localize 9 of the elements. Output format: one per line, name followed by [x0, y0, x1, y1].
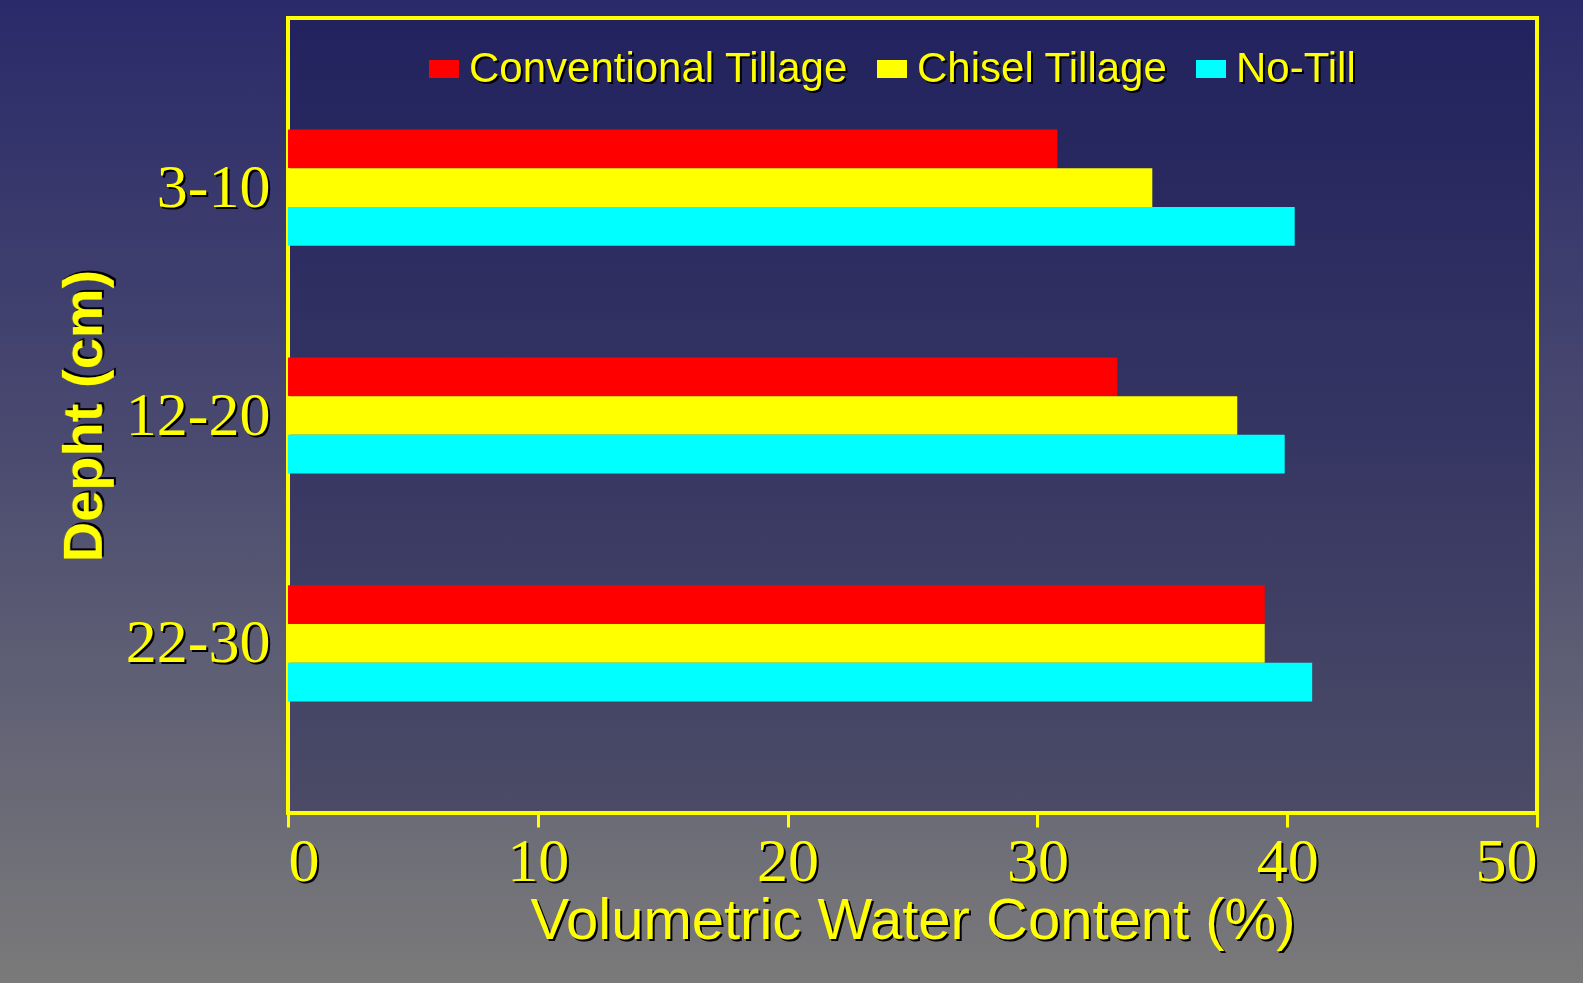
x-tick-label: 50: [1475, 825, 1538, 894]
legend-label: Conventional Tillage: [469, 44, 848, 91]
y-axis-title: Depht (cm): [50, 269, 114, 563]
y-tick-label: 3-10: [156, 151, 271, 220]
legend-label: Chisel Tillage: [917, 44, 1167, 91]
legend-label: No-Till: [1236, 44, 1356, 91]
x-tick-label: 0: [288, 825, 320, 894]
y-tick-label: 22-30: [125, 607, 271, 676]
y-tick-label: 12-20: [125, 379, 271, 448]
